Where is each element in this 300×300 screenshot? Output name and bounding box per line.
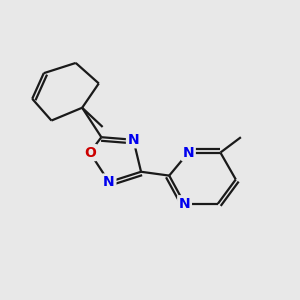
Text: N: N <box>179 197 190 211</box>
Text: N: N <box>128 133 139 147</box>
Text: N: N <box>183 146 194 160</box>
Text: O: O <box>84 146 96 160</box>
Text: N: N <box>103 175 115 189</box>
